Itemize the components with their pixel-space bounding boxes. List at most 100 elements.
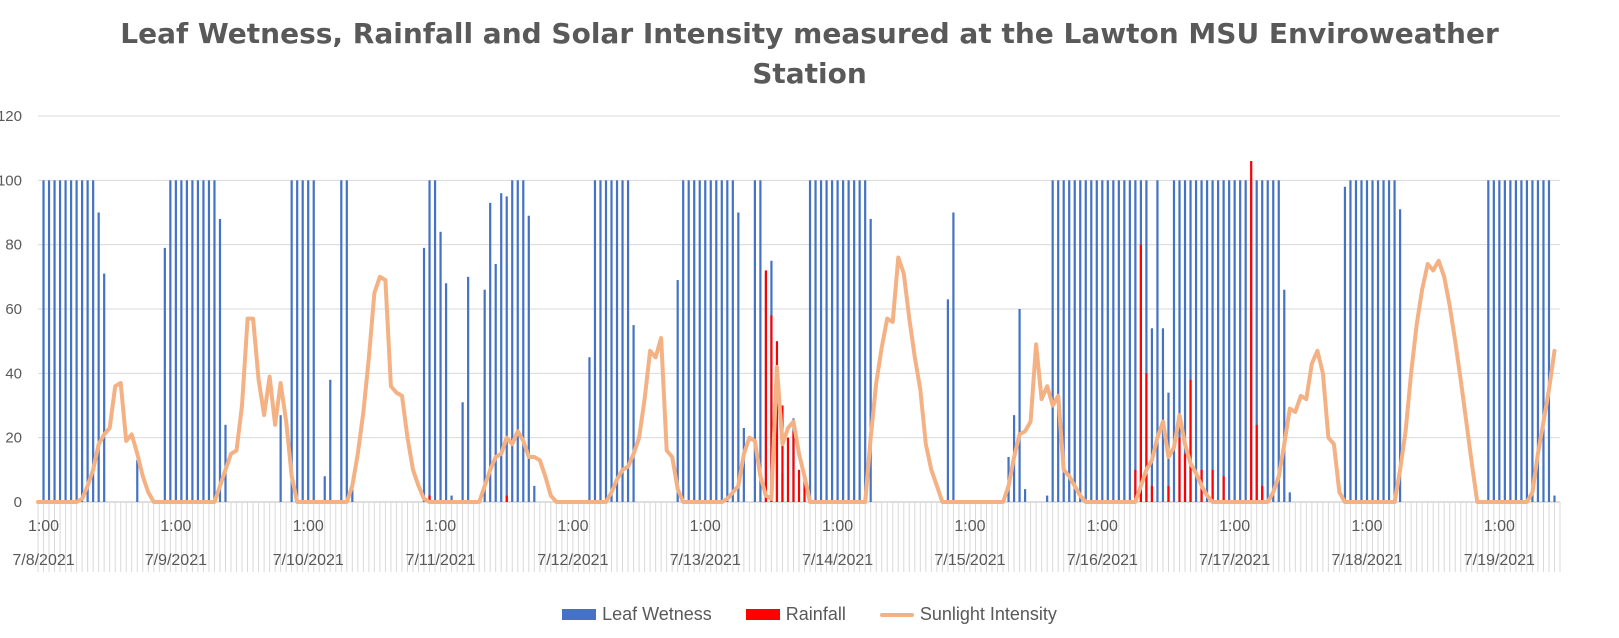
leaf-wetness-bar — [1018, 309, 1021, 502]
leaf-wetness-bar — [1205, 180, 1209, 503]
leaf-wetness-bar — [1387, 180, 1391, 503]
leaf-wetness-bar — [1531, 180, 1534, 503]
leaf-wetness-bar — [1514, 180, 1517, 503]
leaf-wetness-bar — [169, 180, 172, 503]
leaf-wetness-bar — [808, 180, 812, 503]
x-tick-time-label: 1:00 — [1087, 518, 1118, 535]
leaf-wetness-bar — [1178, 180, 1181, 503]
rainfall-bar — [775, 341, 779, 502]
leaf-wetness-bar — [1095, 180, 1098, 503]
leaf-wetness-bar — [1090, 180, 1093, 503]
leaf-wetness-bar — [1068, 180, 1071, 503]
chart-plot-area: 0 20 40 60 80 100 120 1:00 7/8/2021 1:00 7/9/2021… — [0, 108, 1561, 572]
leaf-wetness-bar — [853, 180, 856, 503]
x-tick-date-label: 7/10/2021 — [273, 552, 344, 569]
leaf-wetness-bar — [511, 180, 514, 503]
y-tick-label: 40 — [5, 365, 22, 382]
leaf-wetness-bar — [1222, 180, 1225, 503]
x-tick-time-label: 1:00 — [293, 518, 324, 535]
x-tick-time-label: 1:00 — [160, 518, 191, 535]
rainfall-bar — [1183, 453, 1187, 502]
leaf-wetness-bar — [1266, 180, 1269, 503]
y-tick-label: 120 — [0, 108, 22, 125]
y-tick-label: 100 — [0, 172, 22, 189]
leaf-wetness-bar — [1354, 180, 1358, 503]
rainfall-bar — [792, 431, 795, 502]
y-tick-label: 80 — [5, 237, 22, 254]
leaf-wetness-bar — [1211, 180, 1214, 503]
leaf-wetness-bar — [814, 180, 817, 503]
legend-swatch-sunlight-intensity — [879, 612, 914, 617]
leaf-wetness-bar — [279, 415, 282, 502]
legend-item-sunlight-intensity[interactable]: Sunlight Intensity — [879, 604, 1057, 625]
leaf-wetness-bar — [952, 212, 955, 502]
leaf-wetness-bar — [864, 180, 867, 503]
x-tick-time-label: 1:00 — [822, 518, 853, 535]
legend-swatch-rainfall — [745, 609, 780, 620]
x-tick-date-label: 7/13/2021 — [670, 552, 741, 569]
leaf-wetness-bar — [42, 180, 45, 503]
leaf-wetness-bar — [433, 180, 437, 503]
leaf-wetness-bar — [946, 299, 949, 502]
leaf-wetness-bar — [869, 218, 872, 502]
leaf-wetness-bar — [290, 180, 293, 503]
x-tick-date-label: 7/8/2021 — [12, 552, 74, 569]
legend-item-leaf-wetness[interactable]: Leaf Wetness — [562, 604, 712, 625]
y-tick-label: 20 — [5, 430, 22, 447]
sunlight-intensity-series — [36, 255, 1557, 504]
x-tick-time-label: 1:00 — [1351, 518, 1382, 535]
leaf-wetness-bar — [1255, 180, 1258, 503]
x-tick-time-label: 1:00 — [28, 518, 59, 535]
legend-swatch-leaf-wetness — [562, 609, 597, 620]
leaf-wetness-bar — [69, 180, 73, 503]
leaf-wetness-bar — [704, 180, 707, 503]
leaf-wetness-bar — [847, 180, 850, 503]
leaf-wetness-bar — [500, 193, 503, 502]
leaf-wetness-bar — [1360, 180, 1363, 503]
leaf-wetness-bar — [604, 180, 608, 503]
x-tick-time-label: 1:00 — [690, 518, 721, 535]
leaf-wetness-bar — [1128, 180, 1131, 503]
leaf-wetness-bar — [1371, 180, 1374, 503]
leaf-wetness-bar — [213, 180, 216, 503]
rainfall-series — [428, 161, 1264, 503]
leaf-wetness-bar — [687, 180, 690, 503]
leaf-wetness-bar — [1123, 180, 1126, 503]
leaf-wetness-bar — [676, 280, 679, 502]
leaf-wetness-bar — [1228, 180, 1231, 503]
leaf-wetness-bar — [307, 180, 310, 503]
leaf-wetness-bar — [329, 379, 332, 502]
leaf-wetness-bar — [1492, 180, 1495, 503]
rainfall-bar — [1178, 437, 1181, 502]
legend-label-sunlight-intensity: Sunlight Intensity — [919, 604, 1057, 624]
leaf-wetness-bar — [86, 180, 89, 503]
rainfall-bar — [428, 495, 431, 502]
leaf-wetness-bar — [224, 424, 227, 502]
rainfall-bar — [764, 270, 768, 502]
legend: Leaf Wetness Rainfall Sunlight Intensity — [0, 604, 1619, 625]
leaf-wetness-bar — [830, 180, 834, 503]
leaf-wetness-bar — [842, 180, 845, 503]
leaf-wetness-bar — [1487, 180, 1490, 503]
leaf-wetness-bar — [1509, 180, 1512, 503]
rainfall-bar — [505, 495, 508, 502]
leaf-wetness-bar — [444, 283, 448, 502]
leaf-wetness-bar — [1288, 492, 1291, 502]
leaf-wetness-bar — [136, 460, 139, 502]
leaf-wetness-bar — [1233, 180, 1236, 503]
leaf-wetness-bar — [825, 180, 828, 503]
leaf-wetness-bar — [1062, 180, 1065, 503]
leaf-wetness-bar — [759, 180, 762, 503]
leaf-wetness-bar — [163, 247, 166, 502]
legend-item-rainfall[interactable]: Rainfall — [745, 604, 846, 625]
x-tick-date-label: 7/17/2021 — [1199, 552, 1270, 569]
leaf-wetness-bar — [202, 180, 205, 503]
leaf-wetness-bar — [1365, 180, 1369, 503]
leaf-wetness-bar — [1239, 180, 1242, 503]
leaf-wetness-bar — [610, 180, 613, 503]
leaf-wetness-bar — [218, 218, 222, 502]
sunlight-intensity-line — [36, 255, 1557, 504]
leaf-wetness-bar — [709, 180, 712, 503]
x-axis-labels: 1:00 7/8/2021 1:00 7/9/2021 1:00 7/10/2021 1:0… — [12, 518, 1535, 569]
legend-label-leaf-wetness: Leaf Wetness — [602, 604, 712, 624]
